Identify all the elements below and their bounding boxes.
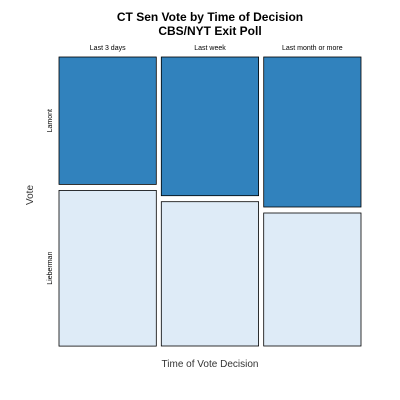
column-label-last-week: Last week [194,45,226,52]
cell-lamont-last-3-days [58,56,157,185]
cell-lieberman-last-3-days [58,189,157,347]
cell-lamont-last-month-or-more [263,56,362,208]
mosaic-cells [58,56,362,347]
column-label-last-month-or-more: Last month or more [282,45,343,52]
chart-title: CT Sen Vote by Time of Decision [117,10,303,24]
row-label-lamont: Lamont [47,109,54,132]
row-label-lieberman: Lieberman [47,252,54,285]
x-axis-label: Time of Vote Decision [162,359,259,370]
cell-lieberman-last-week [160,201,260,347]
y-axis-label: Vote [25,185,36,205]
cell-lamont-last-week [160,56,260,197]
cell-lieberman-last-month-or-more [263,212,362,347]
chart-subtitle: CBS/NYT Exit Poll [158,24,261,38]
column-label-last-3-days: Last 3 days [90,45,126,52]
